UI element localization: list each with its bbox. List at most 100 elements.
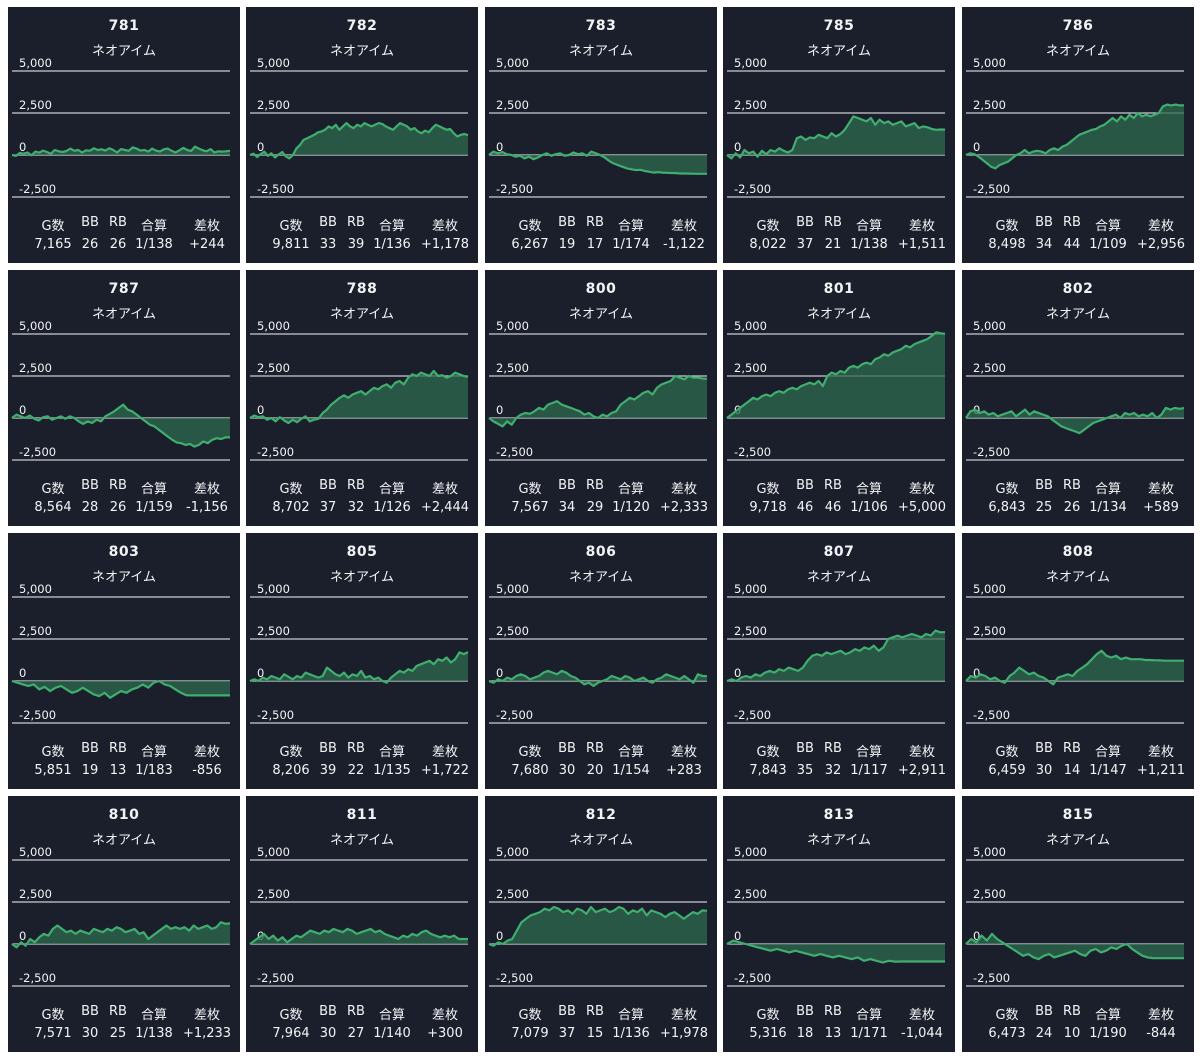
machine-number: 806 — [585, 544, 617, 560]
stats-header: BB — [319, 1004, 337, 1019]
machine-model-name: ネオアイム — [91, 307, 157, 322]
y-tick-label: 5,000 — [496, 845, 529, 859]
y-tick-label: 5,000 — [257, 56, 290, 70]
stats-value: 39 — [347, 237, 365, 252]
y-tick-label: 5,000 — [496, 582, 529, 596]
machine-model-name: ネオアイム — [568, 307, 634, 322]
machine-number: 807 — [823, 544, 855, 560]
stats-value: +2,444 — [420, 500, 470, 515]
balance-area — [489, 151, 707, 174]
stats-value: +1,511 — [897, 237, 947, 252]
stats-value: 29 — [586, 500, 604, 515]
machine-card: 788 ネオアイム 5,000 2,500 0 -2,500 G数 8,702 BB 37 RB 32… — [246, 270, 478, 526]
stats-value: -856 — [192, 763, 222, 778]
stats-header: 合算 — [140, 1008, 167, 1023]
machine-card: 811 ネオアイム 5,000 2,500 0 -2,500 G数 7,964 BB 30 RB 27… — [246, 796, 478, 1052]
stats-value: 26 — [109, 500, 127, 515]
machine-card: 802 ネオアイム 5,000 2,500 0 -2,500 G数 6,843 BB 25 RB 26… — [962, 270, 1194, 526]
y-tick-label: 0 — [496, 666, 503, 680]
balance-line — [726, 939, 945, 964]
stats-header: 合算 — [378, 745, 405, 760]
stats-header: 差枚 — [193, 482, 220, 497]
stats-value: 8,702 — [272, 500, 310, 515]
stats-header: RB — [109, 741, 127, 756]
y-tick-label: -2,500 — [734, 445, 771, 459]
stats-value: 8,022 — [749, 237, 787, 252]
y-tick-label: 5,000 — [257, 319, 290, 333]
stats-header: BB — [796, 215, 814, 230]
stats-header: 差枚 — [1147, 1008, 1174, 1023]
y-tick-label: -2,500 — [973, 182, 1010, 196]
stats-header: G数 — [995, 219, 1019, 234]
stats-header: G数 — [995, 482, 1019, 497]
balance-line — [249, 651, 469, 684]
stats-value: 13 — [109, 763, 127, 778]
y-tick-label: 5,000 — [19, 845, 52, 859]
y-tick-label: 2,500 — [257, 624, 290, 638]
stats-value: 1/171 — [850, 1026, 888, 1041]
stats-value: 14 — [1063, 763, 1081, 778]
stats-header: G数 — [518, 482, 542, 497]
stats-header: 合算 — [1094, 745, 1121, 760]
y-tick-label: 0 — [19, 140, 26, 154]
balance-line — [11, 921, 231, 949]
stats-value: 7,680 — [511, 763, 549, 778]
stats-header: RB — [1063, 215, 1081, 230]
stats-header: BB — [796, 1004, 814, 1019]
y-tick-label: 5,000 — [973, 56, 1006, 70]
stats-header: BB — [1035, 1004, 1053, 1019]
y-tick-label: 0 — [973, 929, 980, 943]
balance-line — [488, 905, 708, 947]
machine-model-name: ネオアイム — [568, 44, 634, 59]
machine-card: 807 ネオアイム 5,000 2,500 0 -2,500 G数 7,843 BB 35 RB 32… — [723, 533, 955, 789]
stats-value: -1,156 — [186, 500, 228, 515]
y-tick-label: 2,500 — [973, 624, 1006, 638]
stats-value: +300 — [427, 1026, 463, 1041]
y-tick-label: 2,500 — [496, 887, 529, 901]
stats-header: 差枚 — [908, 219, 935, 234]
y-tick-label: 5,000 — [19, 582, 52, 596]
stats-header: 合算 — [1094, 219, 1121, 234]
stats-value: +2,956 — [1136, 237, 1186, 252]
stats-header: BB — [558, 1004, 576, 1019]
machine-number: 783 — [585, 18, 617, 34]
stats-value: 24 — [1035, 1026, 1053, 1041]
balance-line — [488, 669, 708, 688]
machine-card: 786 ネオアイム 5,000 2,500 0 -2,500 G数 8,498 BB 34 RB 44… — [962, 7, 1194, 263]
stats-value: 20 — [586, 763, 604, 778]
machine-model-name: ネオアイム — [568, 570, 634, 585]
y-tick-label: -2,500 — [496, 708, 533, 722]
stats-value: 39 — [319, 763, 337, 778]
machine-card: 801ネオアイム5,0002,5000-2,500G数9,718BB46RB46… — [723, 270, 955, 526]
machine-number: 810 — [108, 807, 140, 823]
stats-header: BB — [1035, 478, 1053, 493]
balance-line — [965, 103, 1185, 170]
y-tick-label: 2,500 — [734, 98, 767, 112]
stats-value: 1/147 — [1089, 763, 1127, 778]
stats-header: BB — [796, 741, 814, 756]
y-tick-label: 0 — [19, 929, 26, 943]
machine-number: 781 — [108, 18, 140, 34]
stats-header: G数 — [279, 219, 303, 234]
stats-value: 1/106 — [850, 500, 888, 515]
balance-area — [966, 933, 1184, 960]
stats-header: RB — [586, 215, 604, 230]
stats-header: BB — [558, 215, 576, 230]
stats-value: 19 — [81, 763, 99, 778]
machine-card: 810 ネオアイム 5,000 2,500 0 -2,500 G数 7,571 BB 30 RB 25… — [8, 796, 240, 1052]
stats-value: 27 — [347, 1026, 365, 1041]
y-tick-label: 5,000 — [496, 56, 529, 70]
balance-line — [249, 369, 469, 425]
stats-value: -1,122 — [663, 237, 705, 252]
y-tick-label: 2,500 — [973, 361, 1006, 375]
machine-model-name: ネオアイム — [1045, 833, 1111, 848]
y-tick-label: 0 — [973, 140, 980, 154]
stats-header: RB — [586, 478, 604, 493]
y-tick-label: 0 — [734, 666, 741, 680]
stats-value: 21 — [824, 237, 842, 252]
stats-header: G数 — [518, 1008, 542, 1023]
y-tick-label: 2,500 — [257, 887, 290, 901]
